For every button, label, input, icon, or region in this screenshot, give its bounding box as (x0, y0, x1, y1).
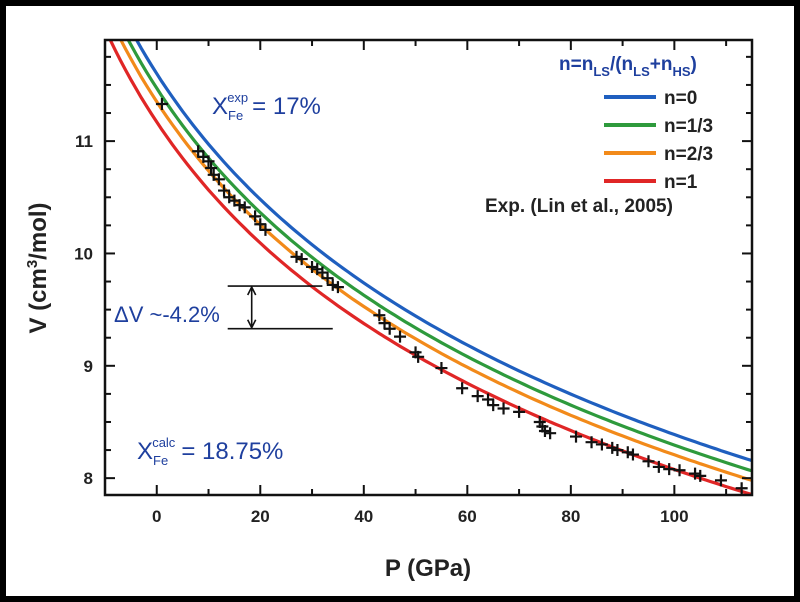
exp-point (321, 272, 334, 285)
y-axis-label: V (cm3/mol) (24, 202, 52, 333)
exp-point (585, 436, 598, 449)
exp-point (331, 281, 344, 294)
exp-point (383, 322, 396, 335)
y-axis-ticks: 8 9 10 11 (74, 55, 752, 488)
exp-point (513, 405, 526, 418)
exp-point (316, 266, 329, 279)
exp-point (652, 460, 665, 473)
eos-curve-3 (119, 40, 752, 483)
legend-label-2: n=1/3 (664, 116, 713, 137)
exp-point (249, 210, 262, 223)
x-tick-label: 20 (251, 507, 270, 526)
figure-frame: 0 20 40 60 80 100 8 9 10 11 P (GPa) V (cm3/mol) … (6, 6, 794, 596)
y-tick-label: 10 (74, 244, 93, 263)
delta-v-arrow-head-up (246, 285, 257, 296)
exp-point (212, 173, 225, 186)
exp-point (205, 162, 218, 175)
exp-point (326, 278, 339, 291)
legend-label-4: n=1 (664, 172, 698, 193)
eos-curve-1 (134, 40, 752, 463)
exp-point (373, 309, 386, 322)
x-tick-label: 0 (152, 507, 161, 526)
exp-point (487, 399, 500, 412)
exp-point (192, 145, 205, 158)
exp-point (694, 469, 707, 482)
exp-point (254, 218, 267, 231)
exp-point (238, 201, 251, 214)
exp-point (259, 223, 272, 236)
exp-point (295, 253, 308, 266)
eos-curve-2 (126, 40, 752, 473)
exp-point (290, 250, 303, 263)
exp-point (306, 260, 319, 273)
legend: n=nLS/(nLS+nHS) n=0 n=1/3 n=2/3 n=1 Exp. (L… (485, 54, 713, 217)
plot-frame (103, 38, 754, 497)
curve-layer (108, 40, 752, 495)
exp-point (611, 444, 624, 457)
exp-point (378, 317, 391, 330)
exp-point (642, 455, 655, 468)
exp-point (233, 199, 246, 212)
x-fe-exp-annotation: XFeexp = 17% (212, 90, 321, 123)
exp-point (456, 382, 469, 395)
exp-point (714, 474, 727, 487)
exp-point (218, 184, 231, 197)
legend-label-1: n=0 (664, 88, 697, 109)
x-tick-label: 80 (561, 507, 580, 526)
x-fe-calc-annotation: XFecalc = 18.75% (137, 435, 283, 468)
exp-point (606, 441, 619, 454)
exp-point (663, 463, 676, 476)
exp-point (471, 390, 484, 403)
exp-point (570, 430, 583, 443)
exp-point (689, 467, 702, 480)
legend-label-3: n=2/3 (664, 144, 713, 165)
exp-point (621, 446, 634, 459)
delta-v-label: ΔV ~-4.2% (114, 302, 220, 327)
legend-title: n=nLS/(nLS+nHS) (559, 54, 697, 79)
exp-point (394, 330, 407, 343)
exp-point (412, 350, 425, 363)
delta-v-arrow-head-down (246, 319, 257, 330)
exp-point (497, 402, 510, 415)
exp-point (673, 464, 686, 477)
exp-point (626, 448, 639, 461)
x-tick-label: 40 (354, 507, 373, 526)
exp-point (544, 427, 557, 440)
x-tick-label: 100 (660, 507, 688, 526)
exp-point (202, 155, 215, 168)
y-tick-label: 9 (84, 357, 93, 376)
x-axis-ticks: 0 20 40 60 80 100 (104, 40, 728, 526)
x-tick-label: 60 (458, 507, 477, 526)
exp-point (595, 438, 608, 451)
y-tick-label: 8 (84, 469, 93, 488)
x-axis-label: P (GPa) (385, 555, 471, 582)
experimental-points (155, 98, 748, 495)
exp-point (435, 362, 448, 375)
legend-exp-label: Exp. (Lin et al., 2005) (485, 196, 673, 217)
exp-point (482, 393, 495, 406)
eos-curve-4 (108, 40, 752, 495)
y-tick-label: 11 (75, 132, 93, 151)
exp-point (735, 482, 748, 495)
exp-point (538, 424, 551, 437)
exp-point (155, 98, 168, 111)
delta-v-annotation (227, 285, 333, 330)
